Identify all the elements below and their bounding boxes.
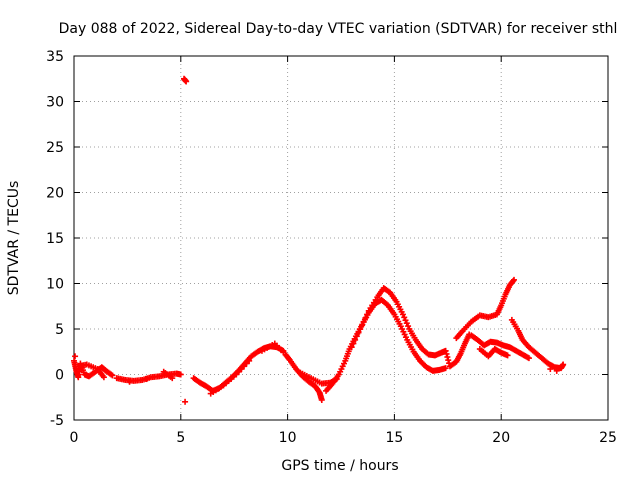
data-point [547,366,554,373]
data-point [182,398,189,405]
data-point [350,340,357,347]
x-tick-label: 25 [599,430,617,446]
grid [74,56,608,420]
data-point [511,276,518,283]
y-tick-label: 5 [55,322,64,338]
data-point [402,317,409,324]
data-point [445,357,452,364]
y-tick-label: 35 [46,49,64,65]
data-point [169,375,176,382]
x-tick-label: 20 [492,430,510,446]
data-point [72,353,79,360]
data-point [560,361,567,368]
y-tick-label: 25 [46,140,64,156]
data-point [360,318,367,325]
data-point [442,347,449,354]
data-point [362,315,369,322]
data-point [126,378,133,385]
x-axis-label: GPS time / hours [281,458,398,474]
data-point [364,311,371,318]
x-tick-label: 0 [70,430,79,446]
chart-title: Day 088 of 2022, Sidereal Day-to-day VTE… [59,21,618,37]
y-tick-label: 0 [55,368,64,384]
data-point [143,376,150,383]
data-point [553,367,560,374]
data-point [348,344,355,351]
data-point [357,326,364,332]
data-point [510,277,517,284]
y-axis-label: SDTVAR / TECUs [6,181,22,296]
data-point [100,374,107,381]
axis-ticks: 0 5 10 15 20 25 -5 0 5 10 15 20 25 30 35 [46,49,617,446]
data-point [246,357,253,364]
data-point [355,329,362,336]
data-point [504,352,511,359]
data-points [71,75,567,405]
y-tick-label: -5 [50,413,64,429]
data-point [525,355,532,362]
data-point [352,336,359,343]
data-point [443,350,450,357]
data-point [444,354,451,361]
data-point [401,314,408,321]
data-point [353,333,360,340]
data-point [177,371,184,378]
data-point [442,365,449,372]
y-tick-label: 10 [46,277,64,293]
data-point [109,372,116,379]
y-tick-label: 20 [46,186,64,202]
data-point [403,320,410,327]
y-tick-label: 15 [46,231,64,247]
y-tick-label: 30 [46,95,64,111]
data-point [318,396,325,403]
x-tick-label: 10 [279,430,297,446]
data-point [358,322,365,329]
x-tick-label: 15 [385,430,403,446]
data-point [183,78,190,85]
x-tick-label: 5 [176,430,185,446]
